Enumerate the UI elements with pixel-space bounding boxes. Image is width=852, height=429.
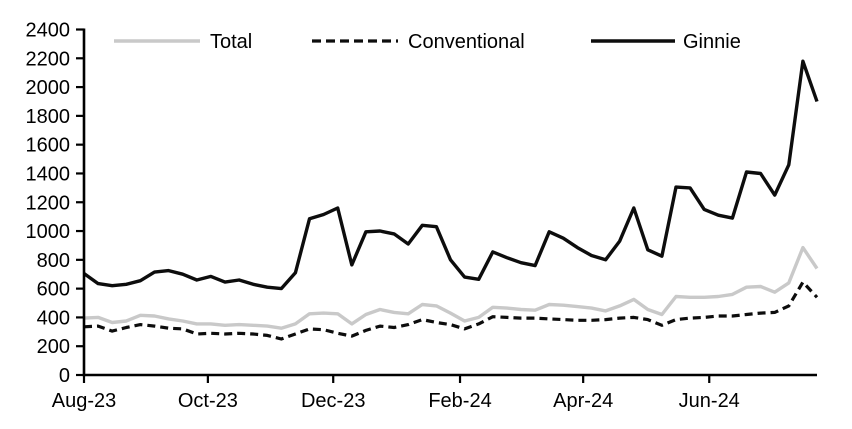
y-tick-label: 2200 bbox=[26, 48, 71, 70]
y-tick-label: 600 bbox=[37, 279, 70, 301]
legend-label-ginnie: Ginnie bbox=[683, 31, 741, 53]
y-tick-label: 1800 bbox=[26, 106, 71, 128]
y-tick-label: 1400 bbox=[26, 163, 71, 185]
legend-label-total: Total bbox=[210, 31, 252, 53]
x-tick-label: Aug-23 bbox=[52, 390, 117, 412]
y-tick-label: 1000 bbox=[26, 221, 71, 243]
legend: Total Conventional Ginnie bbox=[114, 31, 741, 53]
y-tick-label: 400 bbox=[37, 307, 70, 329]
y-tick-label: 1200 bbox=[26, 192, 71, 214]
x-tick-label: Apr-24 bbox=[553, 390, 613, 412]
y-tick-label: 2000 bbox=[26, 77, 71, 99]
series-line-total bbox=[83, 245, 819, 330]
tick-labels: 0 200 400 600 800 1000 1200 1400 1600 1800 2000 220… bbox=[26, 20, 740, 413]
x-tick-label: Jun-24 bbox=[679, 390, 740, 412]
y-tick-label: 200 bbox=[37, 336, 70, 358]
x-tick-label: Oct-23 bbox=[178, 390, 238, 412]
series-layer bbox=[83, 59, 819, 341]
x-tick-label: Feb-24 bbox=[428, 390, 491, 412]
y-tick-label: 0 bbox=[59, 365, 70, 387]
legend-label-conventional: Conventional bbox=[408, 31, 525, 53]
series-line-conventional bbox=[83, 280, 819, 341]
axes bbox=[76, 28, 817, 383]
y-tick-label: 2400 bbox=[26, 20, 71, 42]
series-line-ginnie bbox=[83, 59, 819, 291]
x-tick-label: Dec-23 bbox=[301, 390, 365, 412]
y-tick-label: 1600 bbox=[26, 135, 71, 157]
y-tick-label: 800 bbox=[37, 250, 70, 272]
